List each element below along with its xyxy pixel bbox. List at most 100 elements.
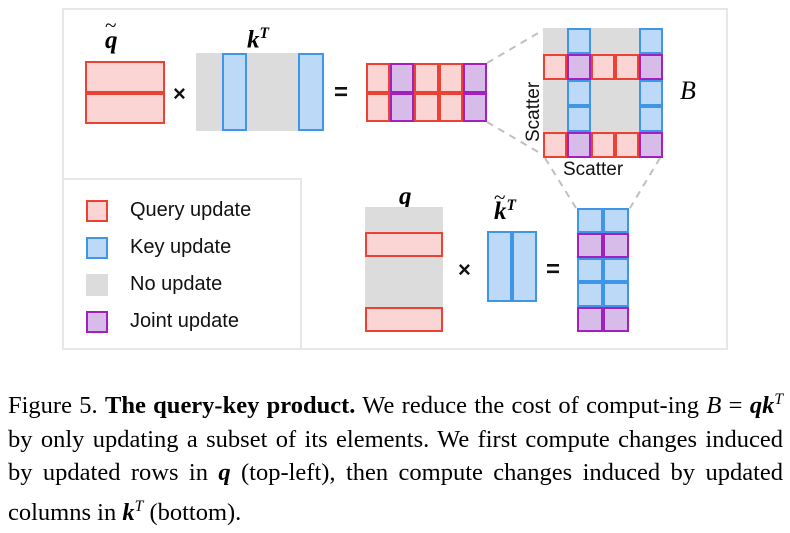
matrix-cell xyxy=(414,63,439,93)
label-q-tilde-text: q xyxy=(105,27,118,54)
matrix-cell xyxy=(591,80,615,106)
matrix-cell xyxy=(615,106,639,132)
label-k-tilde-sup: T xyxy=(506,197,516,214)
legend-label: Query update xyxy=(130,199,252,221)
matrix-cell xyxy=(365,282,443,307)
matrix-cell xyxy=(366,92,391,122)
caption-title: The query-key product. xyxy=(105,392,356,420)
matrix-cell xyxy=(438,92,463,122)
matrix-cell xyxy=(543,106,567,132)
matrix-cell xyxy=(615,80,639,106)
matrix-cell xyxy=(298,53,324,131)
matrix-cell xyxy=(577,307,603,332)
tilde-glyph: ~ xyxy=(105,13,117,38)
legend-swatch-red xyxy=(86,199,108,222)
matrix-cell xyxy=(567,132,591,158)
matrix-cell xyxy=(577,282,603,308)
legend-swatch-blue xyxy=(86,236,108,259)
matrix-cell xyxy=(591,28,615,54)
tilde-glyph: ~ xyxy=(494,184,506,209)
matrix-cell xyxy=(615,28,639,54)
caption-text-4: (bottom). xyxy=(143,498,242,526)
matrix-cell xyxy=(603,232,629,258)
matrix-cell xyxy=(196,53,222,131)
matrix-B xyxy=(543,28,663,158)
legend-item-joint-update: Joint update xyxy=(86,303,300,340)
matrix-cell xyxy=(366,63,391,93)
matrix-cell xyxy=(462,63,487,93)
matrix-k-tilde-transpose xyxy=(487,231,537,302)
matrix-cell xyxy=(577,257,603,283)
matrix-cell xyxy=(543,132,567,158)
matrix-cell xyxy=(543,80,567,106)
legend-label: No update xyxy=(130,273,223,295)
matrix-cell xyxy=(639,28,663,54)
matrix-cell xyxy=(591,54,615,80)
matrix-cell xyxy=(591,132,615,158)
matrix-cell xyxy=(221,53,248,131)
matrix-cell xyxy=(247,53,273,131)
matrix-cell xyxy=(365,207,443,232)
matrix-cell xyxy=(462,92,487,122)
caption-q-symbol: q xyxy=(218,459,231,487)
matrix-cell xyxy=(543,54,567,80)
matrix-cell xyxy=(414,92,439,122)
matrix-cell xyxy=(603,307,629,332)
caption-equation: B = qkT xyxy=(706,391,784,420)
matrix-cell xyxy=(577,232,603,258)
label-k-tilde-transpose: ~ k T xyxy=(494,186,516,226)
matrix-cell xyxy=(639,132,663,158)
label-B: B xyxy=(680,76,696,105)
matrix-cell xyxy=(639,106,663,132)
legend-item-no-update: No update xyxy=(86,266,300,303)
legend: Query update Key update No update Joint … xyxy=(62,178,302,350)
legend-swatch-purple xyxy=(86,310,108,333)
matrix-cell xyxy=(577,208,603,233)
matrix-cell xyxy=(567,54,591,80)
matrix-cell xyxy=(390,92,415,122)
matrix-cell xyxy=(543,28,567,54)
caption-text-1: We reduce the cost of comput-ing xyxy=(355,392,707,420)
caption-text-3: (top-left), then compute changes induced… xyxy=(8,459,783,526)
matrix-q xyxy=(365,207,443,332)
caption-k-symbol: kT xyxy=(122,497,144,526)
figure-caption: Figure 5. The query-key product. We redu… xyxy=(8,383,783,529)
matrix-cell xyxy=(567,28,591,54)
legend-label: Key update xyxy=(130,236,232,258)
matrix-bottom-product xyxy=(577,208,629,332)
label-q-tilde: ~ q xyxy=(105,14,118,54)
matrix-cell xyxy=(487,231,512,302)
matrix-cell xyxy=(365,307,443,332)
matrix-cell xyxy=(591,106,615,132)
matrix-cell xyxy=(639,80,663,106)
legend-swatch-gray xyxy=(86,273,108,296)
legend-item-key-update: Key update xyxy=(86,229,300,266)
matrix-cell xyxy=(365,257,443,282)
label-k-tilde-base: k xyxy=(494,198,507,226)
matrix-k-transpose xyxy=(196,53,324,131)
matrix-cell xyxy=(272,53,299,131)
matrix-cell xyxy=(603,282,629,308)
legend-item-query-update: Query update xyxy=(86,192,300,229)
matrix-cell xyxy=(567,106,591,132)
label-k-transpose-base: k xyxy=(247,26,260,54)
matrix-cell xyxy=(365,232,443,257)
matrix-cell xyxy=(567,80,591,106)
equals-operator-top: = xyxy=(334,79,349,106)
matrix-cell xyxy=(639,54,663,80)
label-k-transpose: kT xyxy=(247,26,269,54)
matrix-cell xyxy=(603,257,629,283)
matrix-cell xyxy=(603,208,629,233)
label-q: q xyxy=(399,183,412,210)
matrix-cell xyxy=(615,54,639,80)
scatter-label-horizontal: Scatter xyxy=(563,159,624,180)
matrix-cell xyxy=(615,132,639,158)
caption-text-2: by only updating a subset of its element… xyxy=(8,425,783,487)
equals-operator-bottom: = xyxy=(546,256,561,283)
caption-figure-number: Figure 5. xyxy=(8,392,98,420)
matrix-top-product xyxy=(366,63,487,122)
matrix-cell xyxy=(85,92,165,124)
scatter-label-vertical: Scatter xyxy=(523,81,544,142)
matrix-q-tilde xyxy=(85,61,165,124)
multiply-operator-top: × xyxy=(173,81,186,106)
